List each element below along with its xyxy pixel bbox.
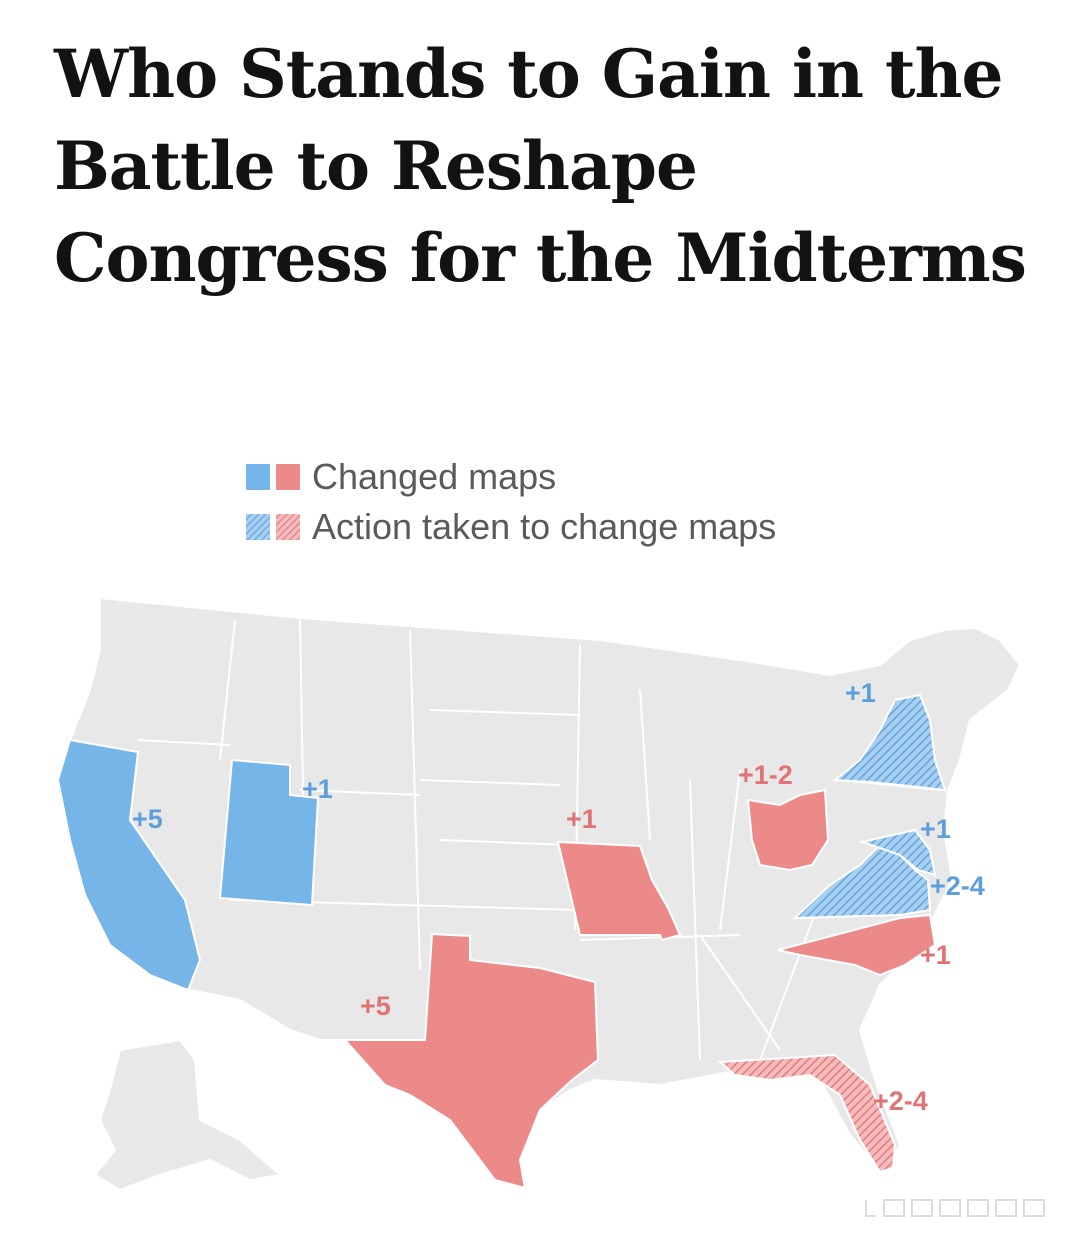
legend: Changed maps Action taken to change maps — [246, 452, 776, 552]
state-maryland — [858, 828, 937, 877]
legend-row-action: Action taken to change maps — [246, 502, 776, 552]
swatch-democrat-solid — [246, 464, 270, 490]
state-utah — [218, 758, 320, 907]
label-utah: +1 — [302, 774, 333, 804]
state-florida — [717, 1053, 897, 1174]
watermark-glyphs — [865, 1199, 1045, 1217]
legend-changed-label: Changed maps — [312, 456, 557, 497]
state-california — [56, 738, 202, 992]
label-florida: +2-4 — [873, 1086, 928, 1116]
label-texas: +5 — [360, 991, 391, 1021]
legend-action-swatches — [246, 514, 300, 540]
state-north-carolina — [777, 913, 937, 977]
label-missouri: +1 — [566, 804, 597, 834]
us-map: +5 +1 +1 +1-2 +1 +1 +2-4 +1 +5 +2-4 — [56, 596, 1022, 1192]
swatch-republican-solid — [276, 464, 300, 490]
label-virginia: +2-4 — [930, 871, 985, 901]
state-ohio — [746, 788, 830, 872]
headline: Who Stands to Gain in the Battle to Resh… — [54, 35, 1027, 297]
alaska — [93, 1038, 283, 1192]
state-missouri — [556, 840, 682, 942]
legend-changed-swatches — [246, 464, 300, 490]
swatch-republican-hatched — [276, 514, 300, 540]
state-new-york — [832, 693, 947, 792]
swatch-democrat-hatched — [246, 514, 270, 540]
label-california: +5 — [132, 804, 163, 834]
label-ohio: +1-2 — [738, 760, 793, 790]
watermark-logo — [862, 1196, 1062, 1220]
label-new-york: +1 — [845, 678, 876, 708]
label-north-carolina: +1 — [920, 940, 951, 970]
state-texas — [342, 932, 600, 1190]
legend-action-label: Action taken to change maps — [312, 506, 777, 547]
label-maryland: +1 — [920, 814, 951, 844]
legend-row-changed: Changed maps — [246, 452, 776, 502]
